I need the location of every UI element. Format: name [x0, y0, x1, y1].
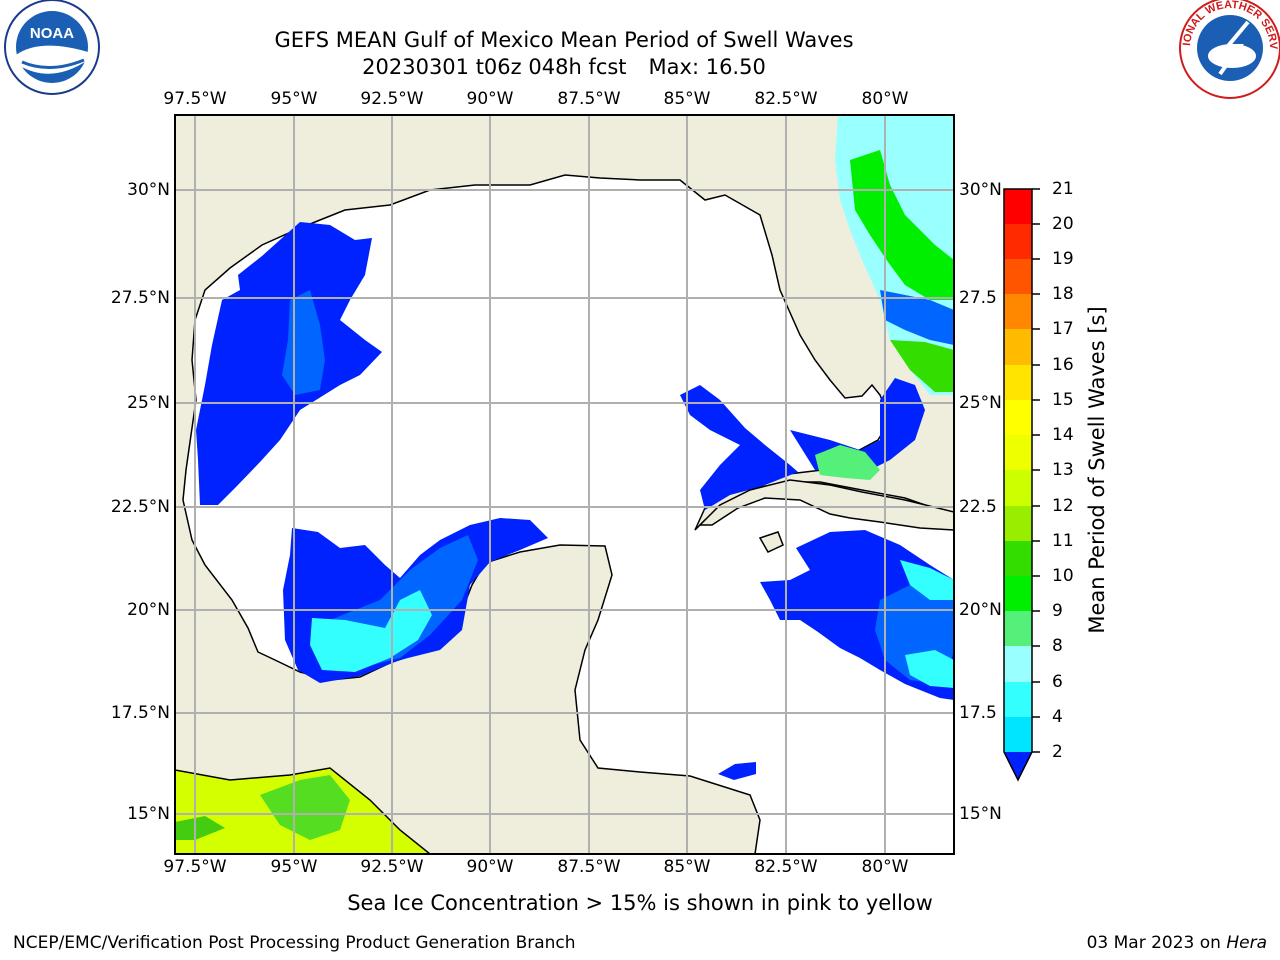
colorbar-tick-label: 21 [1052, 179, 1074, 199]
svg-text:NATIONAL WEATHER SERVICE: NATIONAL WEATHER SERVICE [0, 0, 1279, 50]
colorbar-tick-label: 13 [1052, 460, 1074, 480]
lat-label-right: 30°N [959, 180, 1002, 200]
lon-label-bottom: 92.5°W [360, 857, 424, 877]
lon-label-top: 87.5°W [557, 89, 621, 109]
lat-label-left: 25°N [127, 393, 170, 413]
lat-label-left: 15°N [127, 804, 170, 824]
lon-label-bottom: 97.5°W [163, 857, 227, 877]
chart-title: GEFS MEAN Gulf of Mexico Mean Period of … [274, 28, 854, 52]
max-value: Max: 16.50 [648, 55, 766, 79]
swell-honduras [718, 762, 756, 780]
swell-atlantic-green-2 [890, 340, 954, 392]
noaa-logo-text: NOAA [30, 25, 74, 42]
swell-keys [790, 378, 925, 470]
colorbar-tick-label: 20 [1052, 214, 1074, 234]
colorbar-tick-label: 10 [1052, 566, 1074, 586]
lon-label-bottom: 90°W [466, 857, 514, 877]
colorbar-tick-label: 18 [1052, 284, 1074, 304]
swell-atlantic-blue [880, 290, 954, 345]
colorbar-tick-label: 17 [1052, 319, 1074, 339]
lon-label-bottom: 82.5°W [754, 857, 818, 877]
swell-florida-straits [680, 385, 798, 510]
swell-caribbean-cyan [900, 560, 954, 600]
lon-label-top: 85°W [663, 89, 711, 109]
colorbar-tick-label: 6 [1052, 672, 1063, 692]
lat-label-right: 20°N [959, 600, 1002, 620]
cuba [698, 479, 954, 531]
lon-label-bottom: 95°W [270, 857, 318, 877]
chart-subtitle: 20230301 t06z 048h fcst Max: 16.50 [164, 54, 964, 80]
swell-keys-green [815, 445, 880, 480]
lat-label-right: 25°N [959, 393, 1002, 413]
forecast-date: 20230301 t06z 048h fcst [362, 55, 627, 79]
lon-label-top: 80°W [861, 89, 909, 109]
lon-label-top: 95°W [270, 89, 318, 109]
lon-label-bottom: 87.5°W [557, 857, 621, 877]
swell-western-gulf-light [282, 290, 325, 395]
colorbar-label: Mean Period of Swell Waves [s] [1085, 306, 1109, 634]
map-grid [175, 115, 954, 854]
lat-label-left: 30°N [127, 180, 170, 200]
isle-of-youth [758, 531, 784, 553]
lon-label-top: 82.5°W [754, 89, 818, 109]
colorbar-tick-label: 4 [1052, 707, 1063, 727]
footer-date-text: 03 Mar 2023 on [1086, 933, 1221, 953]
lon-label-top: 90°W [466, 89, 514, 109]
pacific-swell-green-2 [175, 816, 225, 840]
colorbar-tick-label: 11 [1052, 531, 1074, 551]
map-frame [174, 114, 955, 855]
colorbar-tick-label: 16 [1052, 355, 1074, 375]
swell-caribbean-cyan-2 [905, 650, 954, 688]
nws-logo-text: NATIONAL WEATHER SERVICE [0, 0, 1279, 50]
colorbar-tick-label: 9 [1052, 601, 1063, 621]
colorbar-tick-label: 12 [1052, 496, 1074, 516]
lat-label-left: 17.5°N [110, 703, 170, 723]
colorbar-tick-label: 14 [1052, 425, 1074, 445]
lat-label-right: 27.5 [959, 288, 997, 308]
colorbar-tick-label: 2 [1052, 742, 1063, 762]
lon-label-top: 92.5°W [360, 89, 424, 109]
lat-label-right: 22.5 [959, 497, 997, 517]
lat-label-left: 27.5°N [110, 288, 170, 308]
lon-label-top: 97.5°W [163, 89, 227, 109]
footer-date: 03 Mar 2023 on Hera [1087, 933, 1267, 953]
lon-label-bottom: 85°W [663, 857, 711, 877]
footer-credit: NCEP/EMC/Verification Post Processing Pr… [13, 933, 576, 953]
sea-ice-note: Sea Ice Concentration > 15% is shown in … [347, 891, 933, 915]
footer-host: Hera [1226, 933, 1267, 953]
lon-label-bottom: 80°W [861, 857, 909, 877]
lat-label-right: 15°N [959, 804, 1002, 824]
colorbar-tick-label: 15 [1052, 390, 1074, 410]
colorbar-tick-label: 8 [1052, 636, 1063, 656]
swell-atlantic-green [850, 150, 954, 300]
nws-logo: NATIONAL WEATHER SERVICE [0, 0, 1280, 99]
pacific-swell-green [260, 775, 350, 840]
lat-label-right: 17.5 [959, 703, 997, 723]
colorbar [1003, 188, 1040, 782]
colorbar-tick-label: 19 [1052, 249, 1074, 269]
noaa-logo: NOAA [4, 0, 100, 95]
lat-label-left: 22.5°N [110, 497, 170, 517]
lat-label-left: 20°N [127, 600, 170, 620]
